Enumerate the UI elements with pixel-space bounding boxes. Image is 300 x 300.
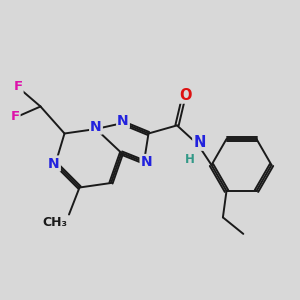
Text: N: N [90,120,102,134]
Text: CH₃: CH₃ [42,216,67,229]
Text: N: N [48,157,60,170]
Text: N: N [141,155,152,169]
Text: F: F [11,110,20,124]
Text: O: O [179,88,191,103]
Text: F: F [14,80,22,94]
Text: N: N [193,135,206,150]
Text: N: N [117,114,129,128]
Text: H: H [185,152,194,166]
